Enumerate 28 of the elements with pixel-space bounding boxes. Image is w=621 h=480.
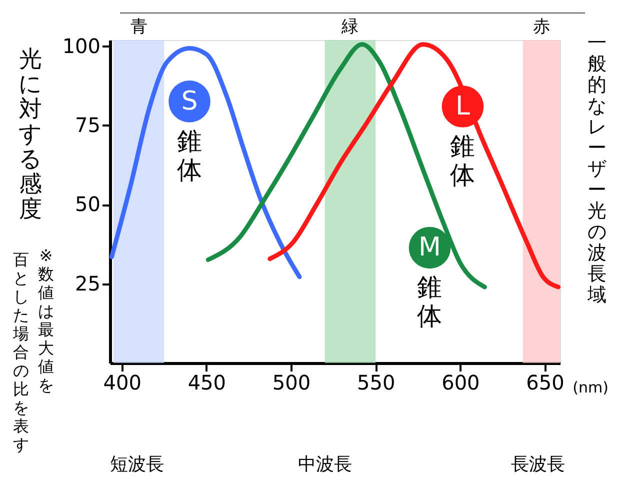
- y-tick-label: 75: [75, 113, 100, 137]
- annotation: S: [181, 86, 198, 116]
- x-tick-label: 600: [442, 370, 480, 394]
- text: 一般的なレーザー光の波長域: [588, 32, 606, 306]
- annotation: L: [455, 92, 470, 122]
- y-tick-label: 100: [62, 34, 100, 58]
- x-tick-label: 550: [357, 370, 396, 394]
- x-tick-label: 450: [188, 370, 226, 394]
- x-tick-label: 500: [272, 370, 311, 394]
- y-tick-label: 50: [75, 192, 100, 216]
- text: 長波長: [511, 454, 565, 475]
- text: 中波長: [298, 454, 352, 475]
- x-tick-label: 400: [103, 370, 142, 394]
- y-axis-title: 光に対する感度: [18, 46, 42, 222]
- y-tick-label: 25: [75, 271, 100, 296]
- line-series: [109, 46, 302, 280]
- x-axis-title: (nm): [572, 378, 608, 396]
- annotation: 錐体: [177, 126, 202, 184]
- band-label: 赤: [532, 17, 550, 37]
- band-label: 緑: [340, 17, 359, 37]
- annotation: 錐体: [417, 272, 442, 331]
- annotation: M: [418, 232, 441, 263]
- x-tick-label: 650: [526, 370, 564, 394]
- band-label: 青: [130, 17, 148, 37]
- text: 百とした場合の比を表す: [13, 250, 29, 454]
- text: 短波長: [110, 454, 164, 475]
- text: ※数値は最大値を: [38, 246, 54, 394]
- annotation: 錐体: [450, 132, 476, 190]
